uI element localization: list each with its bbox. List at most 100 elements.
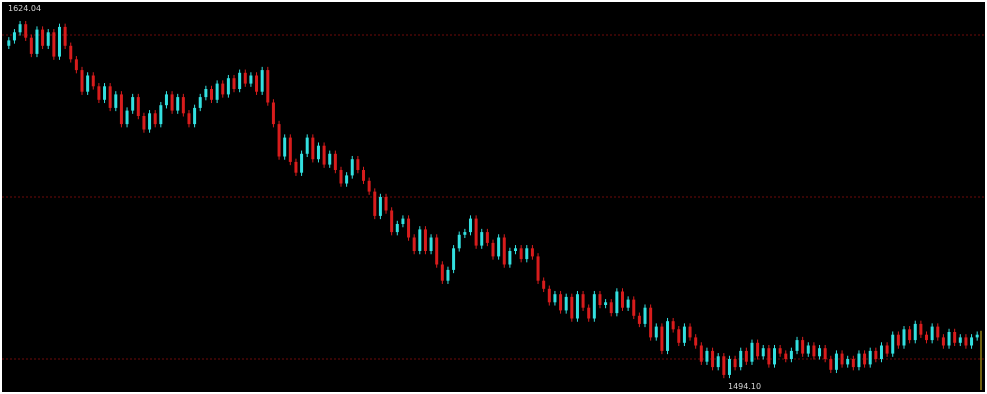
candle-body [677, 329, 681, 343]
candle-body [778, 348, 782, 354]
candle-body [119, 94, 123, 125]
candle-body [345, 175, 349, 184]
candle-body [266, 70, 270, 103]
candle-body [103, 86, 107, 100]
candle-body [806, 345, 810, 354]
candle-body [666, 321, 670, 351]
candle-body [440, 264, 444, 281]
candle-body [153, 113, 157, 125]
candle-body [18, 24, 22, 33]
candle-body [750, 342, 754, 362]
low-price-label: 1494.10 [728, 382, 761, 391]
candle-body [756, 342, 760, 357]
candle-body [722, 356, 726, 375]
candle-body [412, 237, 416, 251]
candle-body [958, 337, 962, 343]
candle-body [423, 229, 427, 251]
candle-body [35, 29, 39, 54]
candle-body [575, 294, 579, 319]
candle-body [637, 315, 641, 324]
candle-body [801, 340, 805, 354]
candle-body [164, 94, 168, 106]
candle-body [446, 269, 450, 281]
candle-body [401, 218, 405, 224]
candle-body [384, 197, 388, 211]
candle-body [288, 137, 292, 162]
candle-body [671, 321, 675, 330]
candle-body [159, 105, 163, 125]
candle-body [896, 334, 900, 346]
candle-body [69, 45, 73, 60]
candle-body [818, 348, 822, 357]
candle-body [530, 248, 534, 257]
candle-body [373, 191, 377, 216]
candle-body [468, 218, 472, 233]
candle-body [86, 75, 90, 92]
candle-body [12, 32, 16, 41]
candle-body [114, 94, 118, 108]
candle-body [52, 32, 56, 57]
candle-body [868, 350, 872, 365]
candle-body [395, 224, 399, 233]
candle-body [795, 340, 799, 351]
candle-body [626, 299, 630, 308]
candle-body [7, 40, 11, 46]
candle-body [463, 232, 467, 235]
candle-body [333, 153, 337, 170]
candle-body [891, 334, 895, 354]
candle-body [457, 234, 461, 249]
candle-body [435, 237, 439, 265]
candle-body [694, 337, 698, 346]
candle-body [97, 86, 101, 100]
candle-body [846, 359, 850, 365]
candle-body [238, 72, 242, 89]
candle-body [255, 75, 259, 92]
candle-body [502, 237, 506, 265]
candle-body [553, 294, 557, 303]
candle-body [812, 345, 816, 357]
high-price-label: 1624.04 [8, 4, 41, 13]
candle-body [57, 26, 61, 57]
candle-body [283, 137, 287, 157]
candle-body [390, 210, 394, 233]
candle-body [294, 161, 298, 173]
candle-body [761, 348, 765, 357]
candle-body [953, 332, 957, 343]
candle-body [24, 24, 28, 38]
candle-body [789, 350, 793, 359]
candle-body [277, 124, 281, 157]
candle-body [727, 359, 731, 375]
candle-body [581, 294, 585, 308]
candle-body [497, 237, 501, 257]
candle-body [91, 75, 95, 87]
candle-body [941, 337, 945, 346]
candle-body [215, 83, 219, 100]
candle-body [857, 353, 861, 368]
candle-body [452, 248, 456, 270]
candle-body [418, 229, 422, 251]
candle-body [592, 294, 596, 319]
candle-body [243, 72, 247, 84]
candle-body [711, 350, 715, 368]
candle-body [649, 307, 653, 338]
candle-body [362, 170, 366, 181]
candle-body [136, 97, 140, 116]
candle-body [705, 350, 709, 362]
candle-body [322, 145, 326, 165]
candle-body [643, 307, 647, 324]
candle-body [885, 345, 889, 354]
candle-body [564, 296, 568, 311]
candle-body [682, 326, 686, 343]
candle-body [829, 359, 833, 370]
candle-body [620, 291, 624, 308]
candle-body [46, 32, 50, 46]
candle-body [975, 334, 979, 338]
candle-body [108, 86, 112, 108]
candle-body [378, 197, 382, 216]
candle-body [187, 113, 191, 125]
candle-body [176, 97, 180, 111]
candle-body [367, 180, 371, 192]
candle-body [660, 326, 664, 351]
